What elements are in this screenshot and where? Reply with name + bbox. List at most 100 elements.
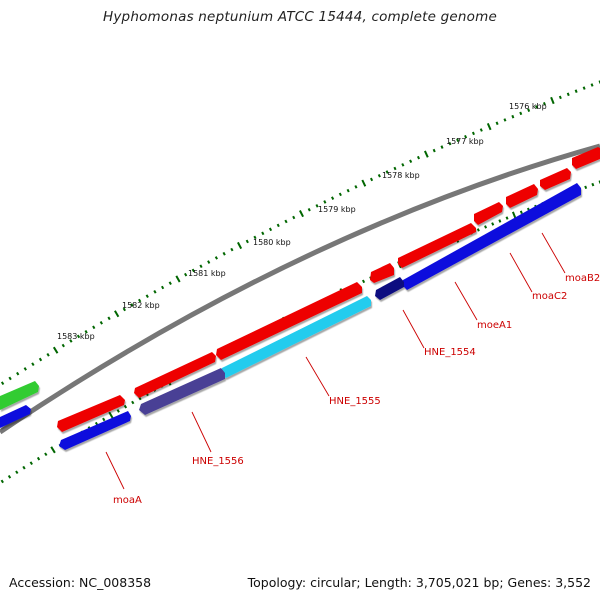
outer-scale-tick bbox=[16, 371, 20, 376]
outer-scale-tick bbox=[323, 200, 327, 204]
outer-scale-tick bbox=[590, 83, 594, 87]
outer-scale-tick bbox=[464, 134, 468, 139]
kbp-label-1578: 1578 kbp bbox=[382, 171, 420, 180]
gene-hne1554-arrow[interactable] bbox=[398, 223, 476, 268]
outer-scale-tick bbox=[92, 325, 96, 330]
outer-scale-tick bbox=[253, 235, 257, 240]
inner-scale-tick bbox=[44, 452, 48, 457]
gene-moea1-arrow[interactable] bbox=[474, 202, 503, 225]
outer-scale-tick bbox=[486, 122, 492, 131]
gene-hne1555-fwd-arrow[interactable] bbox=[216, 282, 362, 360]
inner-scale-tick bbox=[29, 461, 33, 466]
outer-scale-tick bbox=[199, 264, 203, 269]
gene-moac2-arrow-a[interactable] bbox=[540, 168, 571, 190]
outer-scale-tick bbox=[175, 275, 181, 283]
outer-scale-tick bbox=[84, 330, 88, 334]
outer-scale-tick bbox=[31, 362, 35, 367]
outer-scale-tick bbox=[0, 381, 5, 386]
gene-label-moaa[interactable]: moaA bbox=[113, 495, 142, 506]
map-title: Hyphomonas neptunium ATCC 15444, complet… bbox=[103, 9, 497, 25]
outer-scale-tick bbox=[145, 294, 149, 298]
outer-scale-tick bbox=[292, 215, 296, 220]
gene-left-reverse-arrow[interactable] bbox=[0, 405, 31, 428]
inner-scale-tick bbox=[519, 210, 523, 214]
gene-label-hne1554[interactable]: HNE_1554 bbox=[424, 347, 476, 358]
outer-scale-tick bbox=[107, 316, 111, 321]
gene-hne1556-fwd-arrow[interactable] bbox=[134, 352, 216, 398]
outer-scale-tick bbox=[222, 251, 226, 256]
outer-scale-tick bbox=[284, 219, 288, 224]
outer-scale-tick bbox=[268, 227, 273, 232]
outer-scale-tick bbox=[46, 352, 50, 357]
outer-scale-tick bbox=[52, 346, 59, 354]
gene-label-moac2[interactable]: moaC2 bbox=[532, 291, 567, 302]
outer-scale-tick bbox=[369, 177, 374, 182]
outer-scale-tick bbox=[191, 268, 195, 273]
outer-scale-tick bbox=[346, 188, 350, 193]
kbp-label-1577: 1577 kbp bbox=[446, 137, 484, 146]
outer-scale-tick bbox=[8, 376, 12, 381]
outer-scale-tick bbox=[168, 281, 172, 285]
gene-hne1555-reverse-arrow[interactable] bbox=[220, 296, 371, 378]
outer-scale-tick bbox=[423, 150, 429, 158]
genome-stats-label: Topology: circular; Length: 3,705,021 bp… bbox=[247, 575, 591, 590]
outer-scale-tick bbox=[315, 204, 319, 208]
outer-scale-tick bbox=[519, 111, 523, 116]
outer-scale-tick bbox=[184, 272, 188, 277]
outer-scale-tick bbox=[338, 192, 342, 197]
inner-scale-tick bbox=[491, 222, 495, 226]
gene-hne1554-small-arrow[interactable] bbox=[370, 263, 394, 283]
outer-scale-tick bbox=[385, 170, 389, 174]
outer-scale-tick bbox=[503, 118, 507, 122]
gene-label-moab2[interactable]: moaB2 bbox=[565, 273, 600, 284]
outer-scale-tick bbox=[566, 92, 570, 97]
accession-label: Accession: NC_008358 bbox=[9, 575, 152, 590]
inner-scale-tick bbox=[7, 474, 12, 479]
gene-moab2-arrow[interactable] bbox=[572, 147, 600, 169]
gene-moaa-reverse-arrow[interactable] bbox=[59, 411, 131, 450]
gene-moac2-reverse-arrow[interactable] bbox=[401, 183, 581, 290]
inner-scale-tick bbox=[498, 219, 502, 223]
outer-scale-tick bbox=[479, 128, 483, 132]
outer-scale-tick bbox=[23, 367, 27, 371]
gene-label-hne1556[interactable]: HNE_1556 bbox=[192, 456, 244, 467]
inner-scale-tick bbox=[36, 456, 41, 461]
outer-scale-tick bbox=[377, 173, 381, 178]
inner-scale-tick bbox=[131, 400, 135, 405]
outer-scale-tick bbox=[130, 303, 134, 307]
inner-scale-tick bbox=[484, 225, 488, 229]
gene-moac2-arrow-b[interactable] bbox=[506, 184, 538, 208]
inner-scale-tick bbox=[123, 404, 128, 409]
kbp-label-1579: 1579 kbp bbox=[318, 205, 356, 214]
outer-scale-tick bbox=[207, 260, 211, 264]
outer-scale-tick bbox=[161, 285, 165, 290]
inner-scale-tick bbox=[361, 279, 366, 284]
gene-moaa-fwd-arrow[interactable] bbox=[57, 395, 125, 432]
gene-hne1556-reverse-arrow[interactable] bbox=[139, 368, 225, 415]
outer-scale-tick bbox=[354, 185, 358, 189]
gene-label-hne1555[interactable]: HNE_1555 bbox=[329, 396, 381, 407]
outer-scale-tick bbox=[99, 321, 103, 325]
gene-label-moea1[interactable]: moeA1 bbox=[477, 320, 512, 331]
outer-scale-tick bbox=[527, 108, 531, 112]
outer-scale-tick bbox=[122, 307, 126, 312]
inner-scale-tick bbox=[591, 182, 595, 187]
outer-scale-tick bbox=[331, 196, 335, 200]
outer-scale-tick bbox=[582, 86, 586, 90]
outer-scale-tick bbox=[38, 357, 43, 362]
inner-scale-tick bbox=[50, 446, 56, 454]
outer-scale-tick bbox=[245, 239, 249, 244]
outer-scale-tick bbox=[276, 223, 280, 228]
outer-scale-tick bbox=[511, 114, 515, 119]
outer-scale-tick bbox=[495, 121, 499, 126]
outer-scale-tick bbox=[550, 96, 555, 105]
inner-scale-tick bbox=[102, 417, 106, 422]
inner-scale-tick bbox=[15, 470, 19, 475]
kbp-label-1583: 1583 kbp bbox=[57, 332, 95, 341]
gene-hne1554-reverse-arrow[interactable] bbox=[375, 277, 404, 300]
outer-scale-tick bbox=[76, 334, 81, 339]
inner-scale-tick bbox=[22, 465, 26, 470]
gene-left-green-feature[interactable] bbox=[0, 381, 39, 410]
